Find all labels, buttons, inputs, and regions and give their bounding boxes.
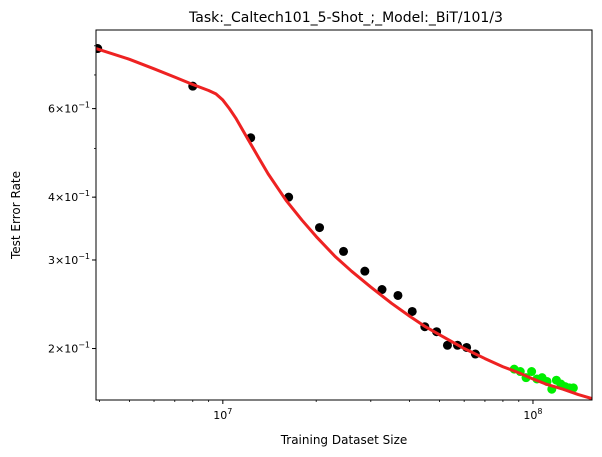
data-point-train — [360, 266, 370, 276]
y-tick-label: 4×10−1 — [48, 189, 90, 204]
data-point-extrapolate — [527, 367, 537, 377]
data-point-train — [407, 306, 417, 316]
y-tick-label: 2×10−1 — [48, 341, 90, 356]
data-point-train — [442, 340, 452, 350]
axis-ticks: 107 108 2×10−1 3×10−1 4×10−1 6×10−1 — [48, 45, 543, 422]
y-tick-label: 3×10−1 — [48, 252, 90, 267]
data-point-extrapolate — [568, 383, 578, 393]
y-tick-label: 6×10−1 — [48, 101, 90, 116]
plot-frame — [95, 29, 593, 401]
data-point-train — [315, 223, 325, 233]
plot-area — [96, 44, 592, 400]
fit-curve — [96, 47, 592, 400]
data-point-train — [393, 290, 403, 300]
data-point-train — [377, 285, 387, 295]
x-tick-label: 108 — [523, 407, 542, 422]
data-point-train — [339, 246, 349, 256]
y-axis-label: Test Error Rate — [9, 171, 23, 260]
x-axis-label: Training Dataset Size — [280, 433, 408, 447]
chart-title: Task:_Caltech101_5-Shot_;_Model:_BiT/101… — [188, 10, 503, 26]
x-tick-label: 107 — [213, 407, 232, 422]
